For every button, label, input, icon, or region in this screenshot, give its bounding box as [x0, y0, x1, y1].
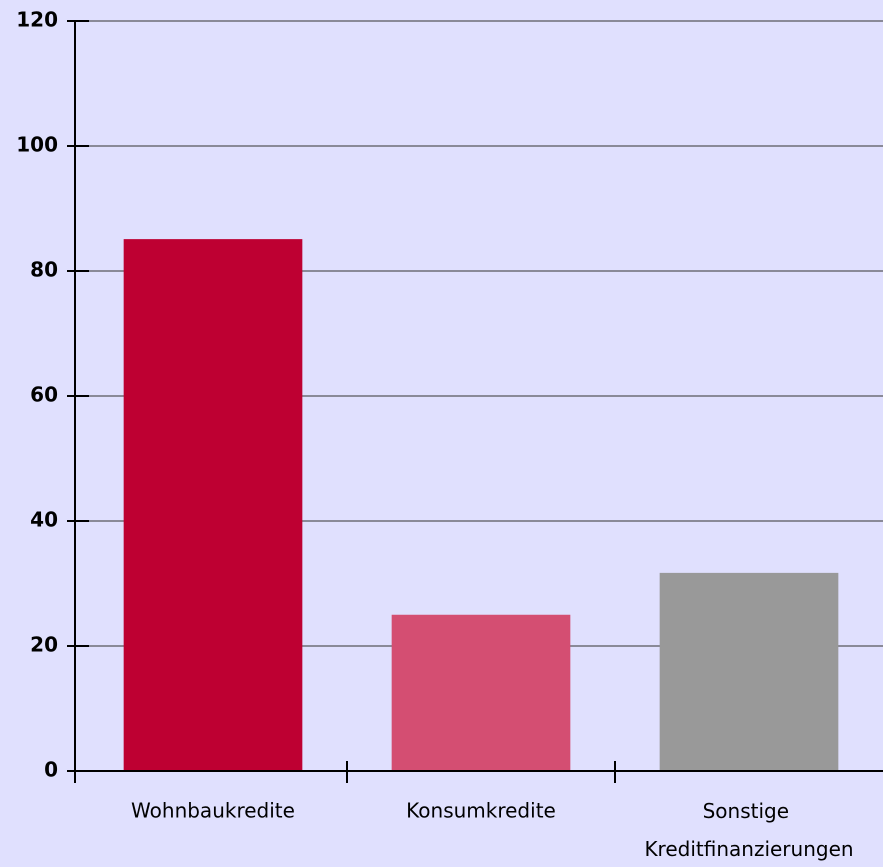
y-tick-label: 120 — [16, 8, 58, 32]
x-tick-label: Wohnbaukredite — [131, 799, 295, 823]
bar — [391, 614, 571, 771]
y-tick-label: 0 — [44, 758, 58, 782]
y-tick-label: 80 — [30, 258, 58, 282]
bar — [659, 572, 839, 771]
x-tick-label: Sonstige Kreditfinanzierungen — [644, 799, 853, 861]
y-tick-label: 60 — [30, 383, 58, 407]
y-tick-label: 20 — [30, 633, 58, 657]
bar — [123, 239, 303, 771]
y-tick-label: 40 — [30, 508, 58, 532]
x-tick-label: Konsumkredite — [406, 799, 556, 823]
y-tick-label: 100 — [16, 133, 58, 157]
